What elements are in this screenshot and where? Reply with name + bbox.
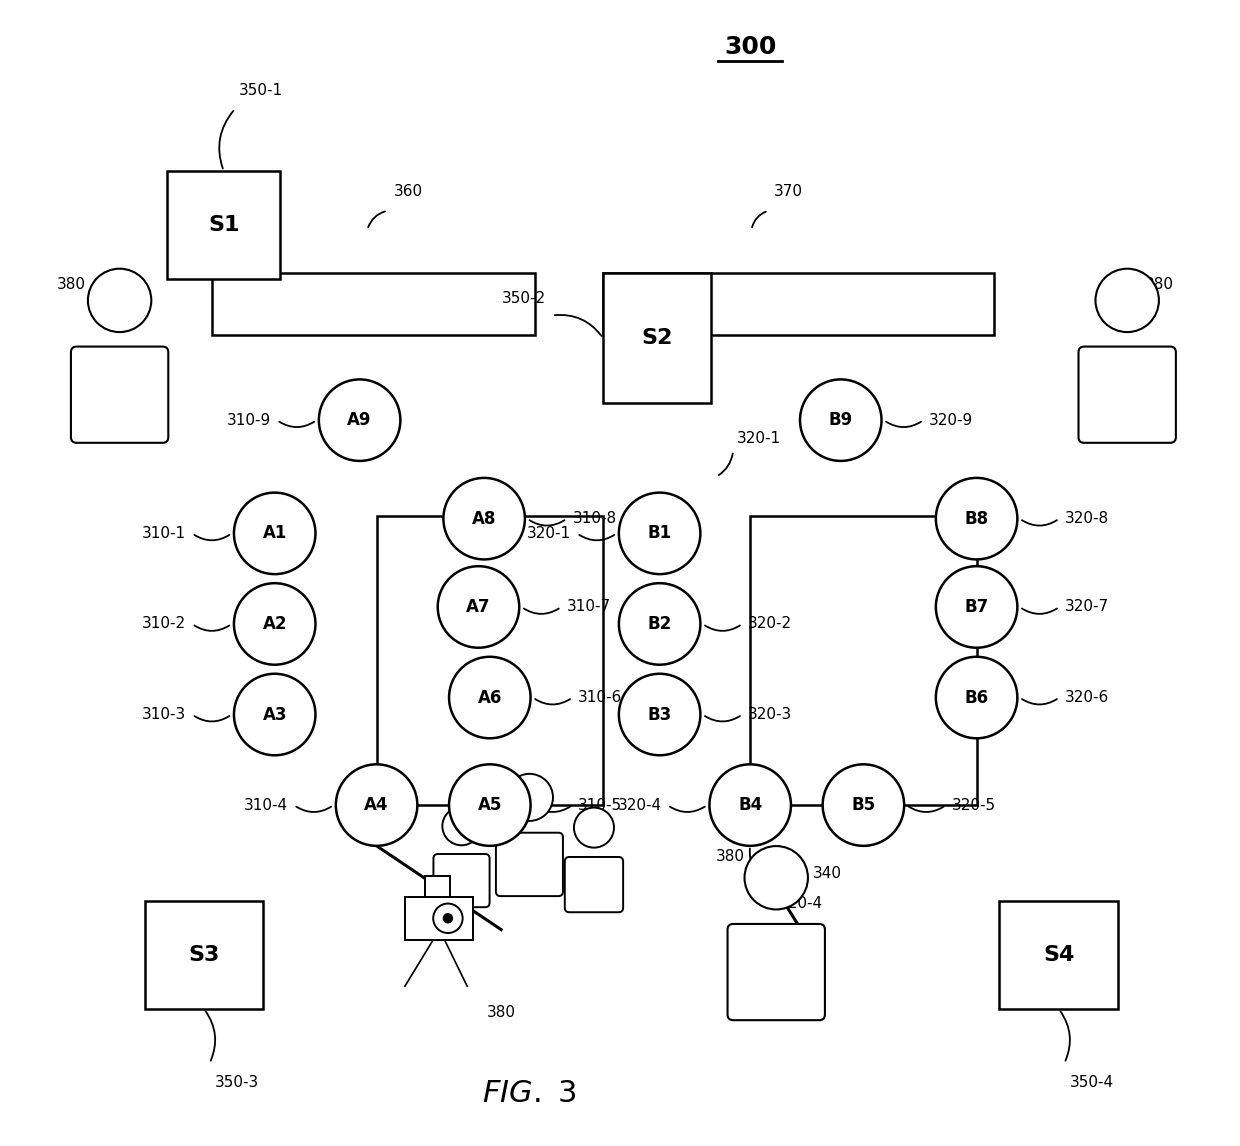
Text: S3: S3 [188,945,219,965]
Bar [377,517,603,806]
Text: 350-3: 350-3 [216,1075,259,1090]
Text: 350-2: 350-2 [502,291,547,306]
Text: A5: A5 [477,796,502,814]
Text: A9: A9 [347,411,372,429]
Circle shape [709,764,791,846]
Text: 310-7: 310-7 [567,599,611,614]
Text: 380: 380 [486,1005,516,1020]
Text: B4: B4 [738,796,763,814]
Bar [145,901,263,1008]
Circle shape [936,657,1017,738]
Text: 330: 330 [456,860,485,874]
Text: 380: 380 [1146,277,1174,292]
Text: S2: S2 [641,328,672,348]
FancyBboxPatch shape [425,877,450,897]
Text: 310-2: 310-2 [143,617,186,631]
Circle shape [506,774,553,821]
FancyBboxPatch shape [434,854,490,908]
Text: 320-1: 320-1 [527,526,572,541]
Circle shape [619,493,701,574]
Text: B5: B5 [852,796,875,814]
Circle shape [574,808,614,848]
Text: A4: A4 [365,796,389,814]
Text: A3: A3 [263,706,286,723]
Text: B8: B8 [965,510,988,527]
Circle shape [443,807,481,846]
Bar [999,901,1118,1008]
Text: 320-4: 320-4 [779,896,822,911]
Circle shape [444,913,453,923]
Bar [603,273,993,336]
Text: A8: A8 [472,510,496,527]
Circle shape [234,674,315,755]
Text: B7: B7 [965,598,988,615]
Circle shape [234,493,315,574]
Circle shape [744,846,808,910]
Text: S4: S4 [1043,945,1074,965]
Text: 310-8: 310-8 [573,511,616,526]
Circle shape [619,583,701,665]
Text: $\mathit{FIG.}$$\mathit{\ 3}$: $\mathit{FIG.}$$\mathit{\ 3}$ [482,1080,577,1108]
Text: 320-4: 320-4 [618,798,662,813]
Text: A6: A6 [477,689,502,707]
Circle shape [1095,268,1159,332]
Text: 320-7: 320-7 [1065,599,1109,614]
Text: 300: 300 [724,34,776,58]
FancyBboxPatch shape [564,857,624,912]
Text: 360: 360 [393,185,423,199]
FancyBboxPatch shape [1079,346,1176,442]
Text: 350-4: 350-4 [1070,1075,1114,1090]
Circle shape [336,764,418,846]
Circle shape [319,379,401,461]
Text: B1: B1 [647,525,672,542]
Text: B2: B2 [647,615,672,633]
Bar [212,273,536,336]
Text: 310-4: 310-4 [244,798,288,813]
Text: 370: 370 [774,185,804,199]
Text: 320-5: 320-5 [952,798,996,813]
Circle shape [444,478,525,559]
Circle shape [936,566,1017,647]
Circle shape [449,764,531,846]
Text: A2: A2 [263,615,286,633]
FancyBboxPatch shape [496,833,563,896]
Text: B3: B3 [647,706,672,723]
Text: 310-1: 310-1 [143,526,186,541]
Text: 310-6: 310-6 [578,690,622,705]
Text: 320-6: 320-6 [1065,690,1109,705]
Text: 310-5: 310-5 [578,798,622,813]
Text: 380: 380 [715,849,744,864]
Text: 380: 380 [57,277,86,292]
Text: 320-3: 320-3 [748,707,792,722]
Text: 320-8: 320-8 [1065,511,1109,526]
Circle shape [800,379,882,461]
Text: B6: B6 [965,689,988,707]
FancyBboxPatch shape [728,924,825,1020]
Text: 340: 340 [812,865,842,880]
Circle shape [822,764,904,846]
Circle shape [234,583,315,665]
Text: 350-1: 350-1 [238,83,283,97]
Text: A7: A7 [466,598,491,615]
Text: 310-3: 310-3 [143,707,186,722]
Text: 320-9: 320-9 [929,413,973,427]
Bar [167,171,280,278]
Text: B9: B9 [828,411,853,429]
Circle shape [433,903,463,933]
Circle shape [619,674,701,755]
Circle shape [438,566,520,647]
Text: S1: S1 [208,215,239,235]
Circle shape [449,657,531,738]
Text: A1: A1 [263,525,286,542]
Circle shape [88,268,151,332]
Text: 320-1: 320-1 [737,431,781,446]
FancyBboxPatch shape [405,897,472,940]
Bar [750,517,977,806]
Text: 320-2: 320-2 [748,617,792,631]
Circle shape [936,478,1017,559]
Bar [603,273,711,403]
Text: 310-9: 310-9 [227,413,272,427]
FancyBboxPatch shape [71,346,169,442]
